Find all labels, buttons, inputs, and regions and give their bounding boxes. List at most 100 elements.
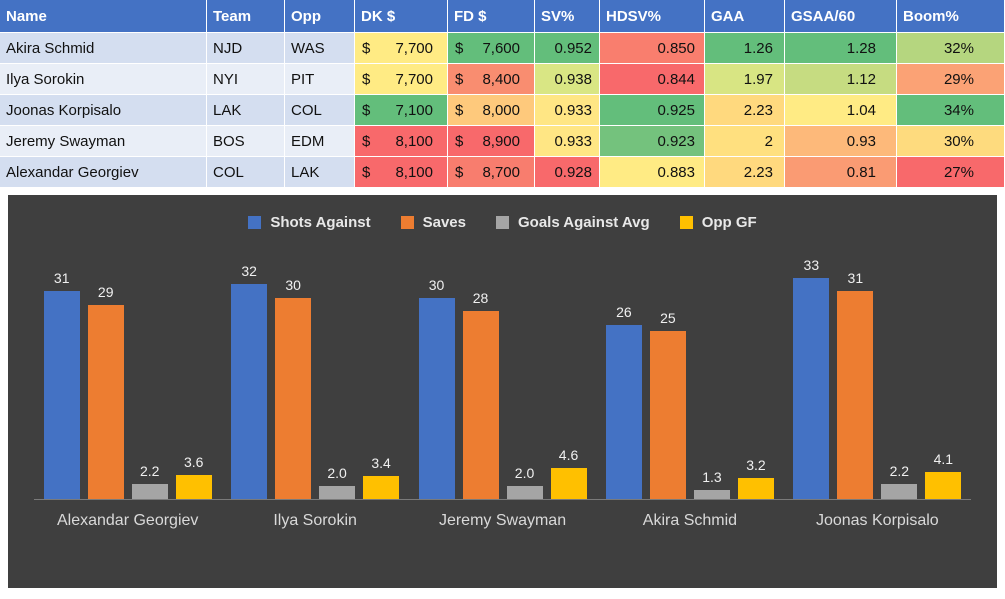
bar-shots-against [418, 298, 455, 499]
bar-wrap: 1.3 [693, 469, 730, 499]
bar-wrap: 3.4 [363, 455, 400, 499]
cell-gaa: 2.23 [705, 157, 785, 188]
bar-shots-against [793, 278, 830, 499]
cell-team: COL [207, 157, 285, 188]
bar-goals-against-avg [506, 486, 543, 499]
legend-item-shots-against: Shots Against [248, 214, 371, 231]
cell-name: Ilya Sorokin [0, 64, 207, 95]
bar-group: 32 30 2.0 3.4 [231, 263, 400, 499]
cell-dk: $8,100 [355, 126, 448, 157]
cell-gsaa-60: 1.04 [785, 95, 897, 126]
bar-value-label: 1.3 [702, 469, 722, 485]
table-row: Alexandar Georgiev COL LAK $8,100 $8,700 0.92… [0, 157, 1005, 188]
category-label: Jeremy Swayman [438, 512, 567, 529]
legend-swatch-shots-against [248, 215, 262, 229]
cell-sv: 0.933 [535, 95, 600, 126]
header-dk: DK $ [355, 0, 448, 33]
goalie-stats-table: Name Team Opp DK $ FD $ SV% HDSV% GAA GSAA/60 Boo… [0, 0, 1005, 188]
bar-saves [837, 291, 874, 499]
table-row: Ilya Sorokin NYI PIT $7,700 $8,400 0.938 0.844… [0, 64, 1005, 95]
cell-gsaa-60: 0.81 [785, 157, 897, 188]
cell-team: LAK [207, 95, 285, 126]
bar-wrap: 29 [87, 284, 124, 499]
category-label: Akira Schmid [642, 512, 738, 529]
bar-opp-gf [737, 478, 774, 499]
cell-opp: LAK [285, 157, 355, 188]
bar-shots-against [231, 284, 268, 499]
bar-opp-gf [550, 468, 587, 499]
legend-item-opp-gf: Opp GF [679, 213, 757, 231]
bar-value-label: 33 [803, 257, 820, 273]
bar-wrap: 30 [418, 277, 455, 499]
bar-wrap: 33 [793, 257, 830, 499]
bar-wrap: 4.1 [925, 451, 962, 499]
header-hdsv: HDSV% [600, 0, 705, 33]
header-team: Team [207, 0, 285, 33]
legend-swatch-opp-gf [679, 215, 693, 229]
bar-wrap: 2.0 [506, 465, 543, 499]
bar-shots-against [43, 291, 80, 499]
bar-wrap: 31 [43, 270, 80, 499]
header-gaa: GAA [705, 0, 785, 33]
bar-wrap: 25 [649, 310, 686, 499]
bar-value-label: 2.2 [139, 463, 160, 479]
chart-legend: Shots Against Saves Goals Against Avg Opp G… [8, 209, 997, 235]
cell-fd: $8,900 [448, 126, 535, 157]
header-sv: SV% [535, 0, 600, 33]
bar-value-label: 31 [847, 270, 864, 286]
bar-value-label: 2.2 [889, 463, 910, 479]
currency-symbol: $ [362, 70, 371, 88]
cell-dk: $7,700 [355, 33, 448, 64]
category-label: Alexandar Georgiev [56, 512, 199, 529]
bar-wrap: 4.6 [550, 447, 587, 499]
chart-category-axis: Alexandar Georgiev Ilya Sorokin Jeremy Swa… [34, 500, 971, 530]
bar-value-label: 30 [285, 277, 301, 293]
cell-hdsv: 0.844 [600, 64, 705, 95]
currency-symbol: $ [455, 132, 464, 150]
currency-symbol: $ [455, 101, 464, 119]
bar-saves [649, 331, 686, 499]
cell-boom: 30% [897, 126, 1005, 157]
table-header-row: Name Team Opp DK $ FD $ SV% HDSV% GAA GSAA/60 Boo… [0, 0, 1005, 33]
cell-opp: EDM [285, 126, 355, 157]
cell-name: Alexandar Georgiev [0, 157, 207, 188]
cell-fd: $8,700 [448, 157, 535, 188]
table-row: Akira Schmid NJD WAS $7,700 $7,600 0.952 0.850… [0, 33, 1005, 64]
bar-goals-against-avg [131, 484, 168, 499]
bar-value-label: 29 [97, 284, 114, 300]
bar-value-label: 2.0 [327, 465, 347, 481]
cell-fd: $8,400 [448, 64, 535, 95]
cell-gaa: 2 [705, 126, 785, 157]
cell-sv: 0.952 [535, 33, 600, 64]
bar-opp-gf [925, 472, 962, 499]
chart-plot-area: 31 29 2.2 3.6 32 30 2.0 3.4 30 28 2.0 4.6 26 25 1.3 3.2… [34, 257, 971, 500]
bar-value-label: 25 [660, 310, 676, 326]
legend-swatch-goals-against-avg [495, 215, 509, 229]
cell-opp: WAS [285, 33, 355, 64]
cell-gsaa-60: 1.28 [785, 33, 897, 64]
table-body: Akira Schmid NJD WAS $7,700 $7,600 0.952 0.850… [0, 33, 1005, 188]
cell-name: Akira Schmid [0, 33, 207, 64]
bar-value-label: 26 [616, 304, 632, 320]
bar-wrap: 2.0 [319, 465, 356, 499]
currency-symbol: $ [362, 163, 371, 181]
cell-fd: $8,000 [448, 95, 535, 126]
bar-saves [275, 298, 312, 499]
bar-opp-gf [363, 476, 400, 499]
bar-group: 31 29 2.2 3.6 [43, 270, 212, 499]
cell-name: Joonas Korpisalo [0, 95, 207, 126]
bar-value-label: 31 [53, 270, 70, 286]
bar-value-label: 3.2 [746, 457, 766, 473]
bar-value-label: 30 [428, 277, 445, 293]
bar-wrap: 31 [837, 270, 874, 499]
bar-saves [87, 305, 124, 499]
cell-gaa: 2.23 [705, 95, 785, 126]
bar-goals-against-avg [319, 486, 356, 499]
cell-opp: COL [285, 95, 355, 126]
cell-name: Jeremy Swayman [0, 126, 207, 157]
legend-swatch-saves [400, 215, 414, 229]
bar-value-label: 3.4 [371, 455, 391, 471]
cell-hdsv: 0.883 [600, 157, 705, 188]
cell-fd: $7,600 [448, 33, 535, 64]
legend-label: Opp GF [701, 213, 757, 231]
